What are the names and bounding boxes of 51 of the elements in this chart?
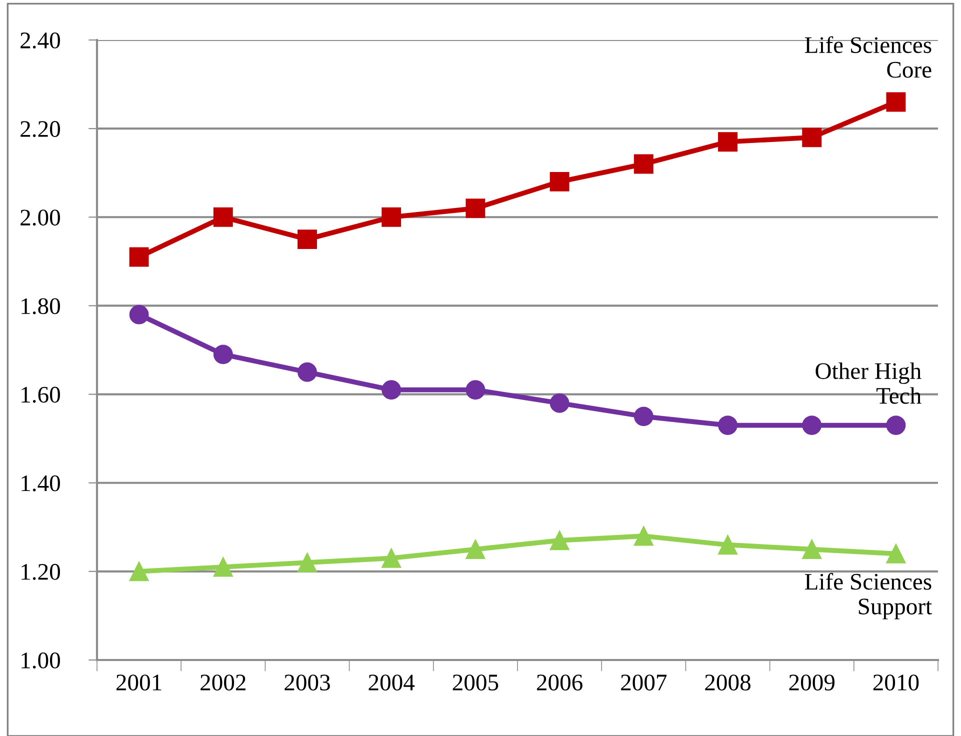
point xyxy=(634,526,654,546)
point xyxy=(718,132,738,152)
x-tick-label: 2001 xyxy=(116,674,162,691)
point xyxy=(382,207,402,227)
y-tick-label: 2.00 xyxy=(20,210,60,226)
x-tick-label: 2005 xyxy=(452,674,498,691)
point xyxy=(129,304,149,324)
x-tick-label: 2004 xyxy=(368,674,415,691)
y-tick-label: 1.20 xyxy=(22,564,60,580)
series-label: Other High Tech xyxy=(816,362,922,404)
point xyxy=(129,247,149,267)
point xyxy=(550,530,570,550)
y-tick-label: 1.00 xyxy=(22,652,60,669)
point xyxy=(213,207,233,227)
point xyxy=(802,416,822,436)
point xyxy=(382,548,402,568)
point xyxy=(718,535,738,555)
y-tick-label: 1.60 xyxy=(22,386,60,403)
point xyxy=(298,230,317,250)
point xyxy=(466,380,486,400)
y-tick-label: 2.40 xyxy=(20,32,60,49)
point xyxy=(382,380,402,400)
point xyxy=(634,154,654,174)
point xyxy=(129,562,149,582)
point xyxy=(886,92,906,112)
point xyxy=(298,362,317,382)
x-tick-label: 2008 xyxy=(705,674,750,691)
point xyxy=(550,393,570,413)
point xyxy=(466,198,486,218)
point xyxy=(718,416,738,436)
point xyxy=(298,552,317,572)
point xyxy=(213,344,233,364)
series-label: Life Sciences Support xyxy=(804,572,932,620)
y-tick-label: 1.40 xyxy=(22,475,60,492)
x-tick-label: 2010 xyxy=(873,674,919,691)
point xyxy=(550,172,570,192)
point xyxy=(466,540,486,560)
x-tick-label: 2006 xyxy=(536,674,582,691)
point xyxy=(886,416,906,436)
y-tick-label: 1.80 xyxy=(22,298,60,314)
point xyxy=(802,540,822,560)
x-tick-label: 2003 xyxy=(284,674,330,691)
y-tick-label: 2.20 xyxy=(20,121,60,138)
point xyxy=(802,128,822,148)
series-label: Life Sciences Core xyxy=(804,36,932,78)
point xyxy=(886,544,906,564)
point xyxy=(213,557,233,577)
x-tick-label: 2007 xyxy=(621,674,667,691)
x-tick-label: 2009 xyxy=(789,674,834,691)
x-tick-label: 2002 xyxy=(200,674,246,691)
point xyxy=(634,406,654,426)
